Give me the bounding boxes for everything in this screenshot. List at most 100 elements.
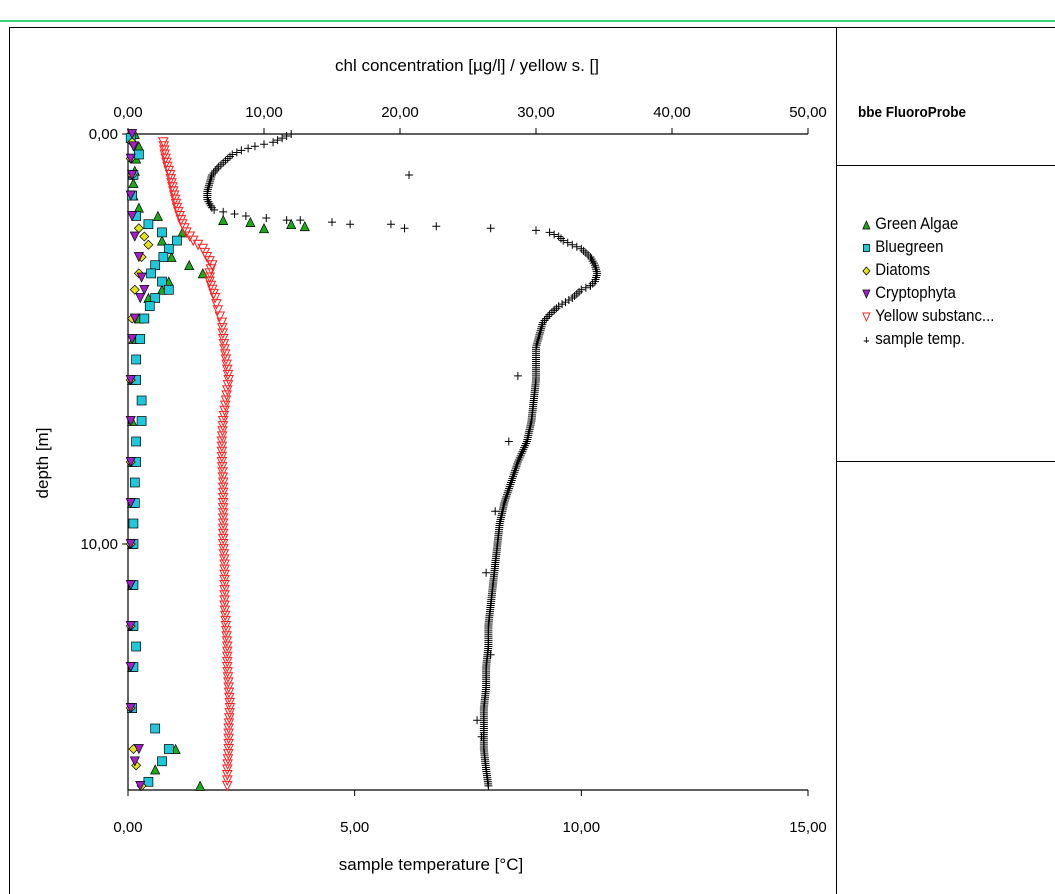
cryptophyta-point xyxy=(125,457,136,468)
yellow-substance-point xyxy=(221,359,232,371)
sample-temp-point xyxy=(592,265,601,274)
top-tick-label: 10,00 xyxy=(245,104,283,121)
legend-label: Diatoms xyxy=(875,260,931,279)
sample-temp-point xyxy=(563,238,572,247)
legend-label: Green Algae xyxy=(875,214,959,233)
yellow-substance-point xyxy=(220,626,232,637)
yellow-substance-point xyxy=(212,305,224,316)
bluegreen-point xyxy=(139,313,150,324)
cryptophyta-point xyxy=(125,621,136,632)
sample-temp-point xyxy=(204,183,213,192)
sample-temp-point xyxy=(556,234,565,243)
yellow-substance-point xyxy=(217,467,228,478)
diatoms-point xyxy=(143,239,154,250)
sample-temp-point xyxy=(532,226,540,235)
sample-temp-point xyxy=(516,451,525,460)
yellow-substance-point xyxy=(224,713,235,724)
sample-temp-point xyxy=(501,494,510,503)
yellow-substance-point xyxy=(221,775,233,787)
yellow-substance-point xyxy=(216,441,228,453)
sample-temp-point xyxy=(219,207,228,216)
bluegreen-point xyxy=(157,227,167,238)
sample-temp-point xyxy=(545,228,554,237)
sample-temp-point xyxy=(491,507,500,516)
yellow-substance-point xyxy=(221,656,233,668)
bluegreen-point xyxy=(157,276,167,287)
top-tick-label: 20,00 xyxy=(381,104,419,121)
bluegreen-point xyxy=(146,268,156,279)
sample-temp-point xyxy=(509,472,518,481)
yellow-substance-point xyxy=(221,764,233,776)
sample-temp-point xyxy=(214,162,223,171)
sample-temp-point xyxy=(536,326,545,335)
sample-temp-point xyxy=(207,203,216,212)
yellow-substance-point xyxy=(217,416,229,427)
cryptophyta-point xyxy=(125,498,136,509)
sample-temp-point xyxy=(561,298,570,307)
sample-temp-point xyxy=(521,441,530,450)
sample-temp-point xyxy=(586,253,595,261)
sample-temp-point xyxy=(500,496,509,505)
yellow-substance-point xyxy=(222,754,234,765)
sample-temp-point xyxy=(400,224,409,233)
legend-item-green-algae: Green Algae xyxy=(862,212,994,235)
top-tick-label: 50,00 xyxy=(789,104,827,121)
cryptophyta-point xyxy=(129,756,140,767)
yellow-substance-point xyxy=(218,549,230,560)
sample-temp-point xyxy=(405,171,414,179)
sample-temp-point xyxy=(518,447,527,456)
bluegreen-point xyxy=(128,518,139,529)
sample-temp-point xyxy=(504,486,513,495)
cryptophyta-point xyxy=(129,231,140,242)
sample-temp-point xyxy=(534,335,543,343)
sample-temp-point xyxy=(581,283,590,292)
data-marks xyxy=(125,128,602,792)
sample-temp-point xyxy=(210,205,219,214)
sample-temp-point xyxy=(542,314,551,323)
sample-temp-point xyxy=(522,437,531,446)
sample-temp-point xyxy=(473,716,482,725)
sample-temp-point xyxy=(581,248,590,257)
yellow-substance-point xyxy=(216,436,228,448)
y-axis-title: depth [m] xyxy=(33,428,52,499)
bottom-tick-label: 10,00 xyxy=(563,819,601,836)
sample-temp-point xyxy=(592,273,601,282)
sample-temp-point xyxy=(230,209,239,218)
yellow-substance-point xyxy=(222,749,234,760)
sample-temp-point xyxy=(575,287,584,296)
cryptophyta-point xyxy=(125,580,136,591)
bluegreen-point xyxy=(158,252,169,262)
sample-temp-point xyxy=(570,291,579,300)
yellow-substance-point xyxy=(224,708,235,719)
sample-temp-point xyxy=(592,271,601,280)
cryptophyta-point xyxy=(128,141,139,152)
yellow-substance-point xyxy=(216,431,228,442)
cryptophyta-point xyxy=(139,284,150,296)
sample-temp-point xyxy=(577,244,586,253)
sample-temp-point xyxy=(505,482,514,491)
triangle-down-icon xyxy=(862,289,871,299)
sample-temp-point xyxy=(550,230,559,239)
sample-temp-point xyxy=(506,480,515,489)
sample-temp-point xyxy=(207,173,216,182)
yellow-substance-point xyxy=(217,334,229,345)
sample-temp-point xyxy=(205,179,214,188)
yellow-substance-point xyxy=(214,311,226,323)
yellow-substance-point xyxy=(224,703,236,714)
green-algae-point xyxy=(133,202,144,213)
yellow-substance-point xyxy=(221,385,233,396)
yellow-substance-point xyxy=(219,605,231,617)
yellow-substance-point xyxy=(217,503,229,514)
sample-temp-point xyxy=(533,339,542,348)
sample-temp-point xyxy=(587,255,596,264)
sample-temp-point xyxy=(532,341,541,350)
sample-temp-point xyxy=(554,232,563,241)
diamond-icon xyxy=(862,265,871,276)
sample-temp-point xyxy=(211,166,220,175)
yellow-substance-point xyxy=(217,426,228,437)
bluegreen-point xyxy=(157,756,167,767)
sample-temp-point xyxy=(512,462,521,471)
yellow-substance-point xyxy=(219,405,230,417)
cryptophyta-point xyxy=(125,153,136,164)
cryptophyta-point xyxy=(133,744,144,755)
